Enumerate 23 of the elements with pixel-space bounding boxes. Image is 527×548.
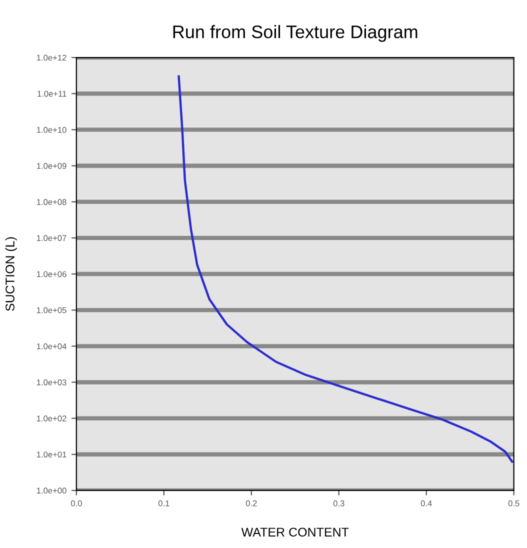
y-tick-label: 1.0e+05 (36, 307, 66, 314)
line-series (178, 75, 514, 463)
y-tick-label: 1.0e+00 (36, 488, 66, 494)
chart-title: Run from Soil Texture Diagram (173, 25, 418, 42)
x-tick-label: 0.4 (420, 500, 432, 506)
y-axis-title: SUCTION (L) (5, 237, 17, 311)
x-tick-label: 0.5 (508, 500, 520, 506)
y-tick-label: 1.0e+03 (36, 379, 66, 386)
y-tick-label: 1.0e+08 (36, 199, 66, 205)
y-tick-label: 1.0e+12 (36, 54, 66, 61)
y-tick-label: 1.0e+06 (36, 271, 66, 278)
y-tick-label: 1.0e+01 (36, 452, 66, 458)
x-tick-label: 0.1 (158, 500, 170, 506)
x-tick-label: 0.3 (333, 500, 344, 506)
x-tick-label: 0.0 (70, 500, 82, 506)
y-tick-label: 1.0e+10 (36, 126, 66, 133)
y-tick-label: 1.0e+07 (36, 235, 66, 242)
y-tick-label: 1.0e+04 (36, 343, 66, 350)
x-tick-label: 0.2 (246, 500, 257, 506)
y-tick-label: 1.0e+11 (38, 90, 66, 97)
x-axis-title: WATER CONTENT (241, 528, 349, 537)
y-tick-label: 1.0e+09 (36, 162, 66, 169)
y-tick-label: 1.0e+02 (36, 416, 66, 422)
